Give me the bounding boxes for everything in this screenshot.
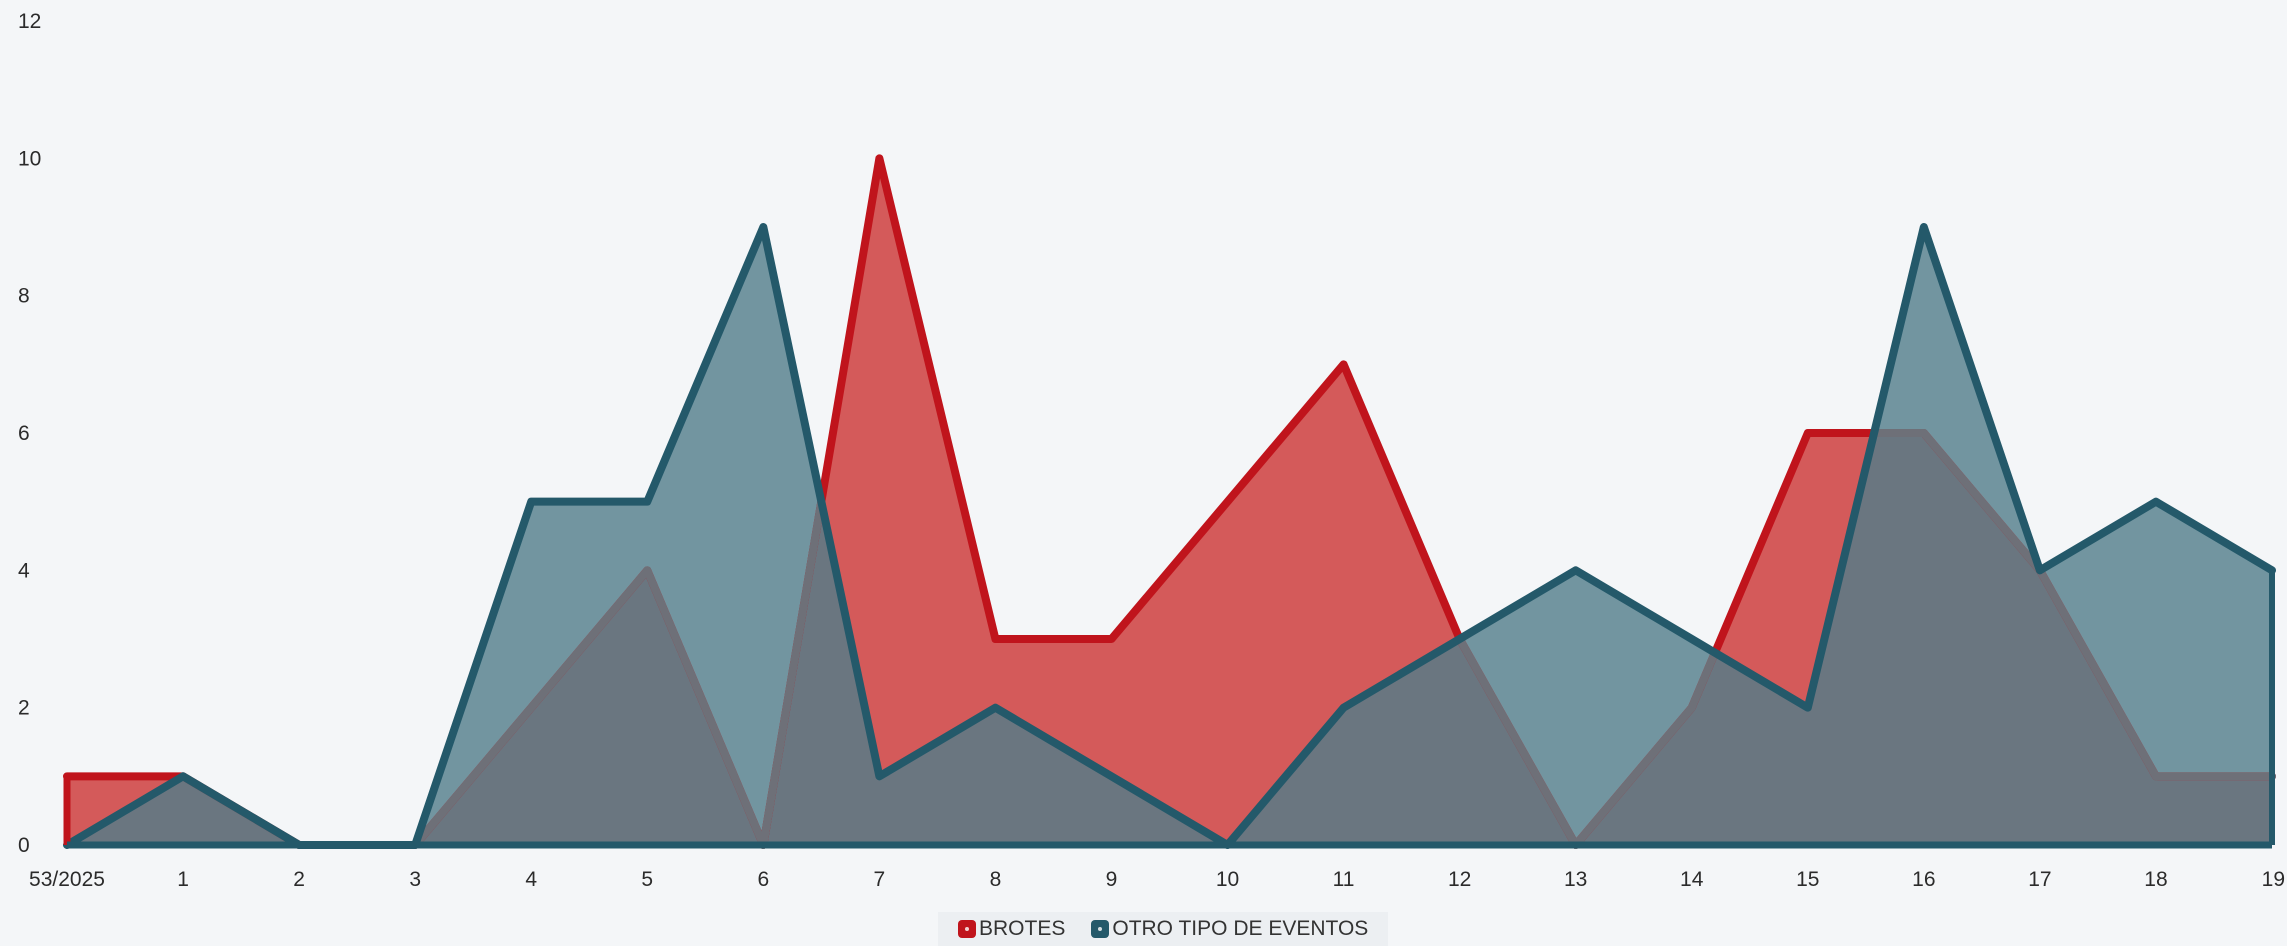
x-tick-label: 19	[2262, 868, 2285, 891]
x-tick-label: 53/2025	[29, 868, 105, 891]
x-tick-label: 2	[293, 868, 305, 891]
series-line-brotes-hidden	[1687, 648, 1719, 712]
series-line-brotes-hidden	[2035, 566, 2160, 781]
y-tick-label: 0	[18, 834, 30, 857]
y-tick-label: 4	[18, 559, 30, 582]
y-tick-label: 12	[18, 10, 41, 33]
chart-legend: BROTES OTRO TIPO DE EVENTOS	[938, 912, 1389, 946]
series-line-otro-tipo	[63, 223, 2276, 849]
legend-item-otro-tipo[interactable]: OTRO TIPO DE EVENTOS	[1091, 917, 1368, 941]
x-tick-label: 15	[1796, 868, 1819, 891]
series-line-brotes-hidden	[1919, 429, 2044, 575]
x-tick-label: 10	[1216, 868, 1239, 891]
x-tick-label: 1	[177, 868, 189, 891]
series-line-brotes-hidden	[1455, 635, 1580, 849]
x-tick-label: 16	[1912, 868, 1935, 891]
x-tick-label: 12	[1448, 868, 1471, 891]
legend-label-otro-tipo: OTRO TIPO DE EVENTOS	[1112, 917, 1369, 940]
x-tick-label: 7	[874, 868, 886, 891]
x-tick-label: 4	[525, 868, 537, 891]
series-line-brotes-hidden	[1571, 703, 1696, 849]
y-tick-label: 8	[18, 285, 30, 308]
y-tick-label: 6	[18, 422, 30, 445]
series-line-brotes-hidden	[643, 566, 768, 849]
x-tick-label: 9	[1106, 868, 1118, 891]
x-tick-label: 8	[990, 868, 1002, 891]
x-tick-label: 18	[2144, 868, 2167, 891]
x-tick-label: 11	[1333, 868, 1355, 891]
x-tick-label: 6	[757, 868, 769, 891]
x-tick-label: 5	[641, 868, 653, 891]
series-line-brotes-hidden	[411, 703, 536, 849]
legend-swatch-otro-tipo	[1091, 920, 1110, 938]
series-line-brotes-hidden	[759, 497, 826, 849]
y-tick-label: 10	[18, 147, 41, 170]
legend-label-brotes: BROTES	[979, 917, 1066, 940]
y-tick-label: 2	[18, 697, 30, 720]
legend-item-brotes[interactable]: BROTES	[958, 917, 1065, 941]
legend-swatch-brotes	[958, 920, 976, 938]
x-tick-label: 14	[1680, 868, 1704, 891]
x-tick-label: 13	[1564, 868, 1587, 891]
series-line-brotes-hidden	[527, 566, 652, 712]
x-tick-label: 3	[409, 868, 421, 891]
x-tick-label: 17	[2028, 868, 2051, 891]
area-overlap	[67, 433, 2272, 845]
